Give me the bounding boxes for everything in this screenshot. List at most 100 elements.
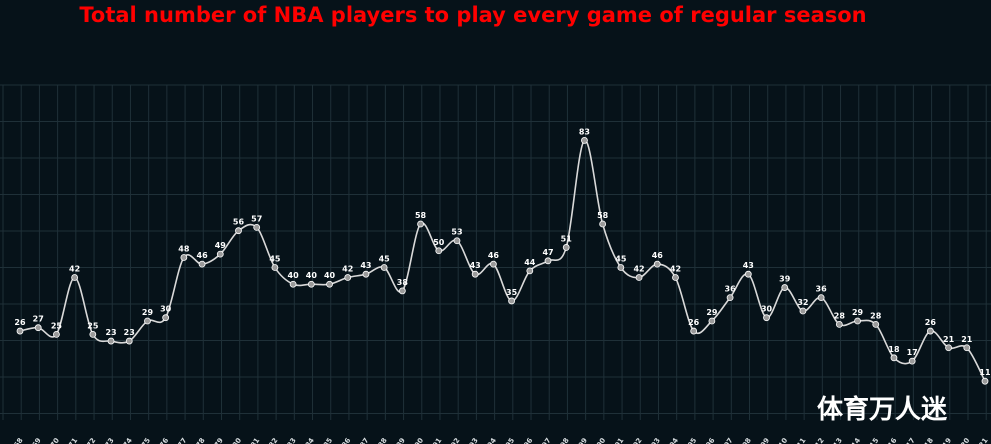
point — [781, 284, 789, 291]
point — [635, 274, 643, 281]
point — [835, 320, 843, 328]
point — [471, 270, 479, 278]
point — [107, 337, 115, 345]
value-label: 46 — [197, 251, 209, 260]
point — [380, 264, 388, 271]
x-tick-label: 1968 — [7, 436, 25, 444]
x-tick-label: 1996 — [517, 436, 535, 444]
point — [34, 324, 42, 332]
x-tick-label: 1973 — [98, 436, 116, 444]
value-label: 56 — [233, 218, 245, 227]
x-tick-label: 1982 — [262, 436, 280, 444]
value-label: 42 — [69, 265, 80, 274]
x-tick-label: 1994 — [480, 436, 498, 444]
x-tick-label: 2015 — [863, 436, 881, 444]
point — [599, 220, 607, 228]
x-tick-label: 2008 — [735, 436, 753, 444]
point — [216, 250, 224, 258]
x-tick-label: 2017 — [899, 436, 917, 444]
x-tick-label: 2003 — [644, 436, 662, 444]
value-label: 23 — [124, 328, 135, 337]
x-tick-label: 2002 — [626, 436, 644, 444]
value-label: 23 — [105, 328, 116, 337]
value-label: 35 — [506, 288, 518, 297]
x-tick-label: 1975 — [134, 436, 152, 444]
point — [744, 270, 752, 278]
value-label: 43 — [743, 261, 754, 270]
value-label: 42 — [342, 265, 353, 274]
point — [307, 280, 315, 288]
x-tick-label: 1985 — [316, 436, 334, 444]
value-label: 28 — [870, 311, 882, 320]
x-tick-label: 1977 — [171, 436, 189, 444]
point — [581, 137, 588, 144]
value-label: 47 — [542, 248, 553, 257]
value-label: 30 — [761, 305, 773, 314]
value-label: 32 — [797, 298, 808, 307]
value-label: 40 — [306, 271, 318, 280]
value-label: 29 — [706, 308, 718, 317]
x-tick-label: 2020 — [954, 436, 972, 444]
x-tick-label: 1971 — [62, 436, 80, 444]
point — [489, 260, 497, 268]
x-tick-label: 2013 — [826, 436, 844, 444]
x-tick-label: 2021 — [972, 436, 990, 444]
point — [235, 227, 242, 235]
x-tick-label: 1976 — [153, 436, 171, 444]
point — [435, 247, 443, 255]
x-tick-label: 1983 — [280, 436, 298, 444]
value-label: 29 — [852, 308, 864, 317]
value-label: 43 — [360, 261, 371, 270]
point — [253, 223, 261, 231]
value-label: 45 — [379, 255, 391, 264]
value-label: 57 — [251, 214, 262, 223]
point — [708, 317, 716, 325]
x-tick-label: 2009 — [753, 436, 771, 444]
point — [672, 274, 679, 281]
point — [417, 220, 424, 228]
point — [125, 337, 133, 345]
value-label: 46 — [488, 251, 500, 260]
x-tick-label: 1993 — [462, 436, 480, 444]
x-tick-label: 1979 — [207, 436, 225, 444]
grid-layer — [0, 84, 991, 420]
x-tick-label: 1981 — [244, 436, 262, 444]
point — [398, 287, 406, 295]
point — [508, 297, 516, 305]
value-label: 58 — [597, 211, 609, 220]
x-tick-label: 1992 — [444, 436, 462, 444]
value-label: 26 — [688, 318, 700, 327]
x-tick-label: 1998 — [553, 436, 571, 444]
value-label: 25 — [51, 321, 63, 330]
value-label: 53 — [451, 228, 462, 237]
point — [453, 237, 461, 245]
point — [690, 327, 698, 335]
point — [198, 260, 206, 268]
value-label: 29 — [142, 308, 154, 317]
point — [817, 294, 825, 302]
value-label: 44 — [524, 258, 536, 267]
x-tick-label: 1990 — [407, 436, 425, 444]
value-label: 45 — [615, 255, 627, 264]
x-tick-label: 1980 — [225, 436, 243, 444]
x-tick-label: 1969 — [25, 436, 43, 444]
point — [89, 330, 97, 338]
point — [526, 267, 534, 275]
value-label: 27 — [33, 315, 44, 324]
point — [326, 280, 333, 288]
value-label: 36 — [725, 285, 737, 294]
x-tick-label: 1972 — [80, 436, 98, 444]
chart-title: Total number of NBA players to play ever… — [79, 3, 866, 27]
x-tick-label: 2018 — [917, 436, 935, 444]
point — [16, 327, 24, 335]
value-label: 21 — [943, 335, 955, 344]
x-tick-label: 2019 — [935, 436, 953, 444]
value-label: 40 — [324, 271, 336, 280]
point — [271, 264, 279, 271]
value-label: 26 — [925, 318, 937, 327]
x-tick-label: 1974 — [116, 436, 134, 444]
value-label: 36 — [816, 285, 828, 294]
x-tick-label: 1988 — [371, 436, 389, 444]
x-tick-label: 1997 — [535, 436, 553, 444]
